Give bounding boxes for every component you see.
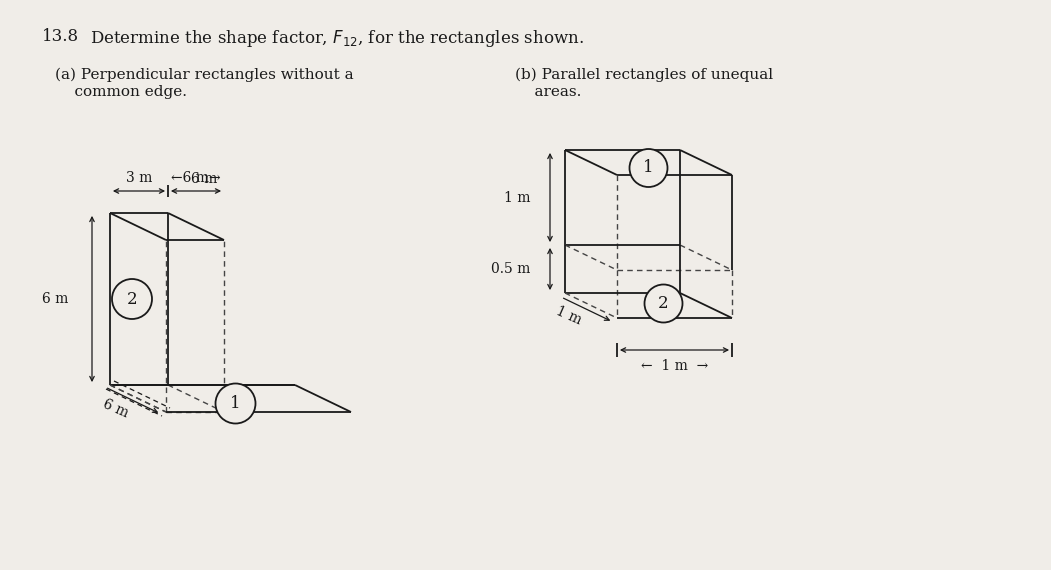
Text: ←6 m→: ←6 m→ — [171, 171, 221, 185]
Circle shape — [215, 384, 255, 424]
Text: (a) Perpendicular rectangles without a
    common edge.: (a) Perpendicular rectangles without a c… — [55, 68, 353, 99]
Text: 1 m: 1 m — [554, 304, 584, 327]
Circle shape — [644, 284, 682, 323]
Text: 1: 1 — [643, 160, 654, 177]
Text: 1 m: 1 m — [503, 190, 530, 205]
Text: ←  1 m  →: ← 1 m → — [641, 359, 708, 373]
Text: 0.5 m: 0.5 m — [491, 262, 530, 276]
Text: 2: 2 — [658, 295, 668, 312]
Circle shape — [630, 149, 667, 187]
Text: 3 m: 3 m — [126, 171, 152, 185]
Circle shape — [112, 279, 152, 319]
Text: 6 m: 6 m — [101, 397, 131, 420]
Text: 6 m: 6 m — [191, 172, 218, 186]
Text: Determine the shape factor, $F_{12}$, for the rectangles shown.: Determine the shape factor, $F_{12}$, fo… — [90, 28, 584, 49]
Text: 6 m: 6 m — [42, 292, 68, 306]
Text: 2: 2 — [127, 291, 138, 307]
Text: (b) Parallel rectangles of unequal
    areas.: (b) Parallel rectangles of unequal areas… — [515, 68, 774, 99]
Text: 13.8: 13.8 — [42, 28, 79, 45]
Text: 1: 1 — [230, 395, 241, 412]
